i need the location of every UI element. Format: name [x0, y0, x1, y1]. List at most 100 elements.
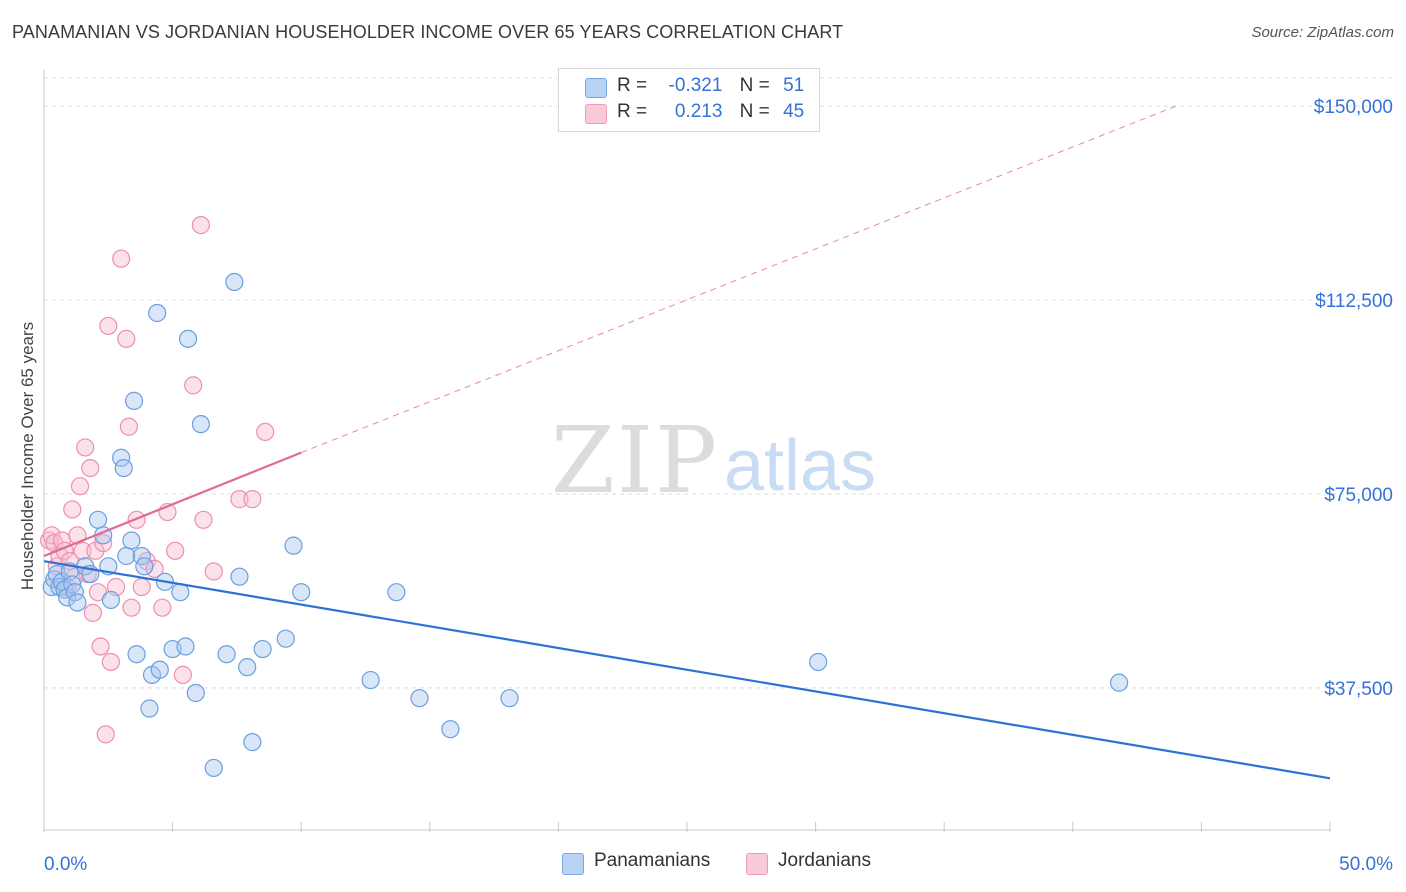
- jordanian-point: [83, 603, 102, 622]
- panamanian-point: [140, 699, 159, 718]
- blue-swatch: [585, 78, 607, 98]
- correlation-legend: R = -0.321 N = 51 R = 0.213 N = 45: [558, 68, 820, 132]
- panamanian-point: [127, 645, 146, 664]
- jordanian-point: [137, 552, 156, 571]
- axes: [43, 70, 1331, 832]
- jordanians-trend-line: [43, 451, 302, 558]
- x-tick-label: 50.0%: [1339, 854, 1393, 875]
- panamanian-point: [124, 391, 144, 410]
- jordanian-point: [243, 490, 262, 509]
- panamanian-point: [243, 733, 262, 752]
- jordanian-point: [99, 316, 118, 336]
- jordanian-point: [256, 422, 275, 442]
- panamanian-point: [148, 303, 167, 323]
- jordanian-point: [166, 541, 185, 560]
- jordanians-points: [40, 216, 275, 744]
- jordanians-trend-extension: [301, 105, 1176, 454]
- y-tick-label: $75,000: [1324, 485, 1393, 506]
- r-value: 0.213: [674, 101, 723, 122]
- y-tick-label: $37,500: [1324, 679, 1393, 700]
- panamanian-point: [176, 637, 195, 656]
- jordanian-point: [184, 376, 203, 395]
- chart-title: PANAMANIAN VS JORDANIAN HOUSEHOLDER INCO…: [12, 22, 844, 42]
- blue-swatch: [562, 853, 584, 875]
- panamanian-point: [292, 583, 311, 602]
- jordanian-point: [70, 477, 90, 496]
- r-value: -0.321: [668, 75, 723, 96]
- panamanian-point: [253, 639, 272, 659]
- panamanian-point: [114, 458, 133, 478]
- jordanian-point: [76, 438, 95, 457]
- panamanian-point: [186, 683, 205, 703]
- panamanian-point: [238, 658, 257, 677]
- y-tick-label: $112,500: [1315, 291, 1393, 312]
- panamanian-point: [441, 720, 460, 739]
- watermark-zip: ZIP: [551, 407, 719, 514]
- x-tick-label: 0.0%: [44, 854, 87, 875]
- panamanian-point: [150, 660, 169, 679]
- jordanian-point: [145, 559, 164, 579]
- jordanian-point: [73, 541, 92, 560]
- jordanian-point: [112, 249, 131, 268]
- jordanian-point: [122, 598, 141, 617]
- r-label: R =: [617, 75, 648, 96]
- jordanian-point: [40, 531, 59, 550]
- panamanian-point: [122, 531, 141, 550]
- panamanian-point: [276, 629, 295, 648]
- trend-lines: [43, 105, 1331, 780]
- panamanian-point: [68, 593, 87, 612]
- jordanian-point: [119, 417, 138, 436]
- panamanian-point: [191, 415, 210, 434]
- jordanian-point: [94, 533, 113, 553]
- tick-labels: $37,500 $75,000 $112,500 $150,000 0.0% 50.0%: [44, 97, 1393, 875]
- jordanian-point: [153, 598, 172, 617]
- panamanian-point: [500, 689, 519, 708]
- panamanian-point: [135, 557, 154, 576]
- jordanian-point: [191, 216, 210, 235]
- jordanian-point: [173, 665, 192, 684]
- jordanian-point: [194, 510, 213, 529]
- watermark-atlas: atlas: [724, 426, 876, 506]
- watermark: ZIP atlas: [551, 407, 876, 514]
- legend-label-jordanians: Jordanians: [778, 850, 871, 871]
- panamanian-point: [410, 689, 429, 708]
- panamanian-point: [88, 510, 108, 529]
- panamanians-trend-line: [43, 560, 1331, 780]
- panamanian-point: [132, 546, 151, 566]
- panamanian-point: [178, 329, 198, 348]
- panamanian-point: [204, 758, 223, 778]
- jordanian-point: [101, 652, 120, 672]
- jordanian-point: [86, 541, 105, 560]
- jordanian-point: [204, 562, 223, 581]
- panamanian-point: [225, 272, 244, 292]
- legend-label-panamanians: Panamanians: [594, 850, 711, 871]
- source-credit: Source: ZipAtlas.com: [1251, 24, 1394, 41]
- n-label: N =: [739, 75, 770, 96]
- n-value: 51: [783, 75, 805, 96]
- jordanian-point: [91, 637, 110, 656]
- y-tick-label: $150,000: [1314, 97, 1393, 118]
- panamanian-point: [117, 546, 136, 566]
- r-label: R =: [617, 101, 648, 122]
- panamanian-point: [284, 536, 303, 555]
- panamanian-point: [65, 583, 84, 602]
- jordanian-point: [81, 458, 100, 478]
- panamanian-point: [361, 670, 380, 690]
- n-value: 45: [783, 101, 805, 122]
- n-label: N =: [739, 101, 770, 122]
- panamanian-point: [230, 567, 249, 586]
- panamanian-point: [101, 590, 120, 610]
- jordanian-point: [96, 725, 115, 744]
- pink-swatch: [585, 104, 607, 124]
- panamanian-point: [1109, 673, 1129, 692]
- jordanian-point: [132, 577, 151, 597]
- pink-swatch: [746, 853, 768, 875]
- panamanian-point: [112, 448, 131, 467]
- panamanian-point: [387, 583, 406, 602]
- jordanian-point: [230, 490, 249, 509]
- jordanian-point: [117, 329, 136, 348]
- panamanian-point: [809, 652, 828, 672]
- panamanian-point: [217, 645, 236, 664]
- jordanian-point: [63, 500, 82, 519]
